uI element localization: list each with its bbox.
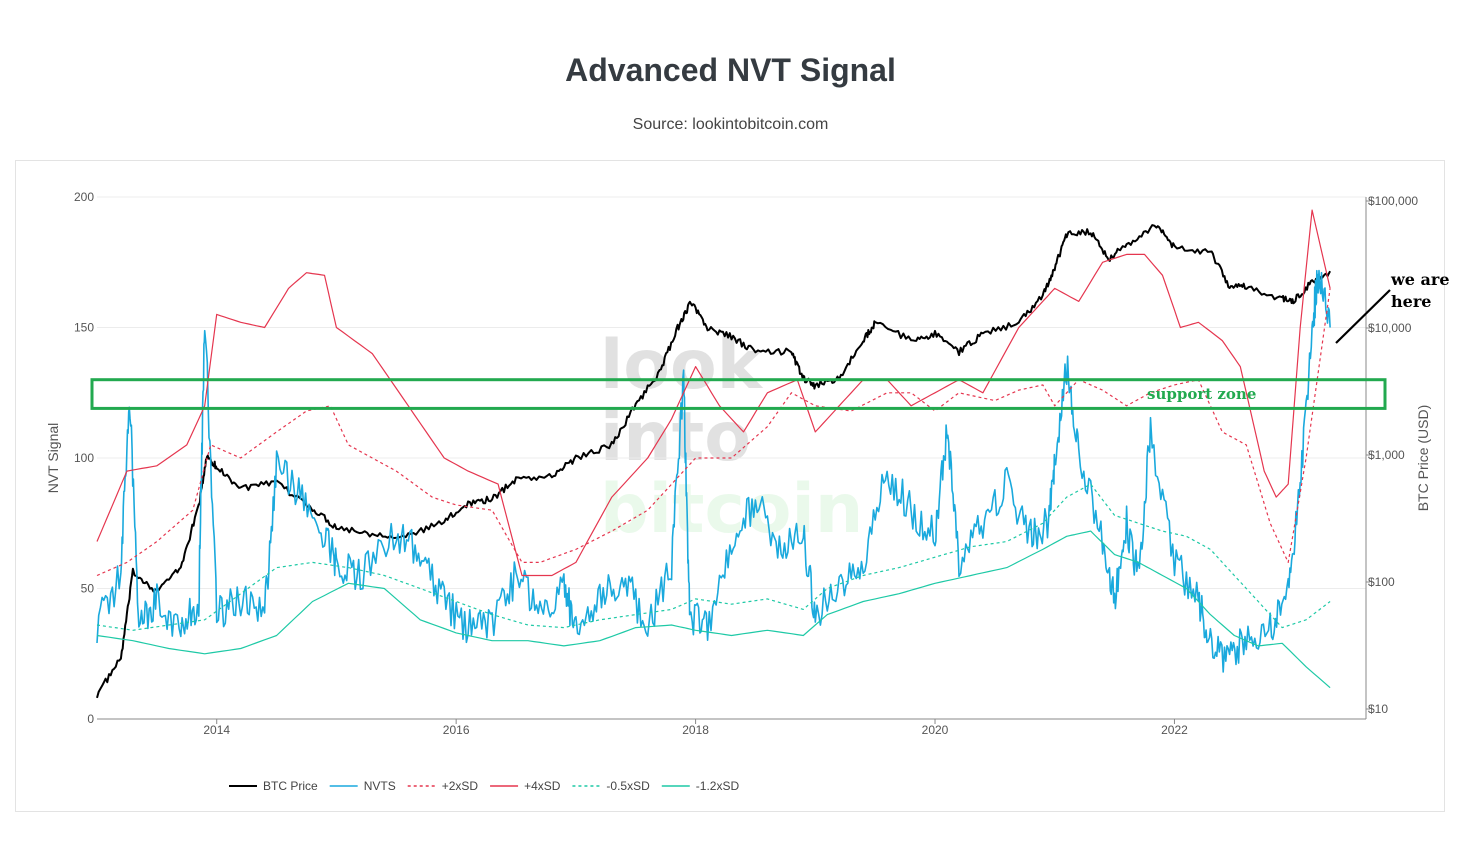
y-right-tick-4: $100,000	[1368, 194, 1418, 208]
x-tick-2014: 2014	[203, 723, 230, 737]
support-zone-box	[90, 378, 1387, 410]
chart-subtitle: Source: lookintobitcoin.com	[632, 116, 829, 133]
support-zone-label: support zone	[1147, 385, 1256, 403]
legend-label-btc-price: BTC Price	[263, 779, 318, 793]
we-are-here-label-2: here	[1391, 292, 1431, 311]
legend: BTC Price NVTS +2xSD +4xSD -0.5xSD -1.2xSD	[229, 779, 739, 793]
x-tick-2016: 2016	[443, 723, 470, 737]
chart-title: Advanced NVT Signal	[565, 52, 896, 88]
we-are-here-label-1: we are	[1390, 270, 1450, 289]
series-line-btc-price	[96, 224, 1331, 699]
series-line-nvts	[96, 269, 1331, 673]
y-left-tick-50: 50	[81, 582, 95, 596]
y-right-tick-3: $10,000	[1368, 321, 1412, 335]
legend-label--0-5xsd: -0.5xSD	[606, 779, 650, 793]
axes: 0 50 100 150 200 2014 2016 2018 2020 2022 $10 $100 $…	[45, 190, 1431, 737]
y-right-tick-2: $1,000	[1368, 448, 1405, 462]
y-right-tick-0: $10	[1368, 702, 1388, 716]
series-line--4xsd	[96, 209, 1331, 577]
y-left-tick-0: 0	[87, 712, 94, 726]
x-tick-2018: 2018	[682, 723, 709, 737]
chart-frame	[15, 160, 1445, 812]
legend-label-nvts: NVTS	[364, 779, 396, 793]
y-left-tick-150: 150	[74, 321, 94, 335]
y-right-axis-title: BTC Price (USD)	[1415, 405, 1431, 512]
legend-label--1-2xsd: -1.2xSD	[696, 779, 740, 793]
y-right-tick-1: $100	[1368, 575, 1395, 589]
legend-label--2xsd: +2xSD	[442, 779, 479, 793]
grid-lines	[97, 196, 1366, 720]
y-left-tick-200: 200	[74, 190, 94, 204]
series-line--0-5xsd	[96, 483, 1331, 631]
watermark-word-3: bitcoin	[600, 470, 863, 549]
series-layer	[96, 209, 1331, 699]
we-are-here-arrow	[1335, 289, 1391, 344]
series-line--1-2xsd	[96, 530, 1331, 689]
y-left-axis-title: NVT Signal	[45, 423, 61, 494]
x-tick-2022: 2022	[1161, 723, 1188, 737]
y-left-tick-100: 100	[74, 451, 94, 465]
legend-label--4xsd: +4xSD	[524, 779, 561, 793]
x-tick-2020: 2020	[922, 723, 949, 737]
